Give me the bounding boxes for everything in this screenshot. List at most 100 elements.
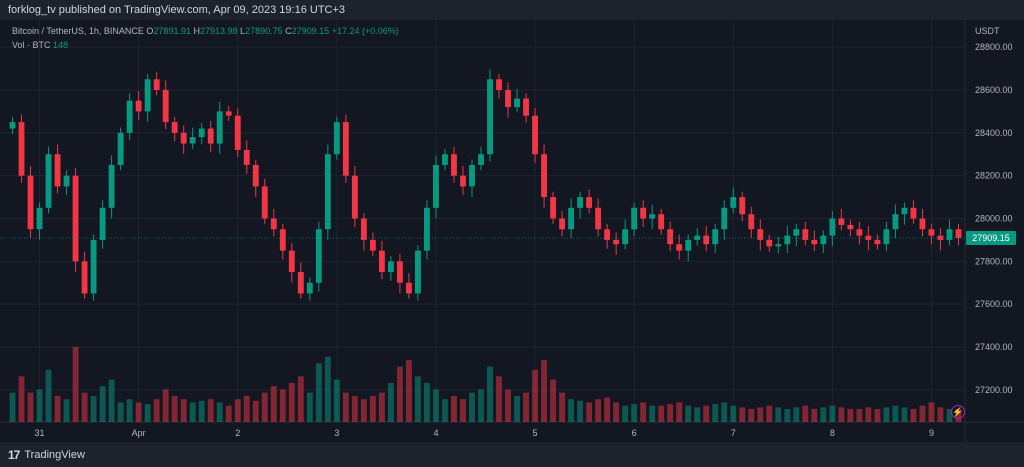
tradingview-logo-icon[interactable]: 17 [8, 447, 20, 462]
candle-body [405, 282, 412, 294]
candle-body [487, 79, 493, 155]
volume-bar [387, 382, 394, 422]
candle-body [225, 111, 232, 116]
legend-volume-value: 148 [53, 40, 69, 50]
volume-bar [189, 402, 196, 422]
volume-bar [18, 376, 25, 422]
legend-open-label: O [146, 26, 154, 36]
volume-bar [829, 405, 836, 422]
time-tick-label: 8 [830, 428, 835, 438]
candle-body [135, 100, 142, 112]
candle-body [117, 132, 124, 165]
candle-body [153, 79, 160, 90]
candle-body [469, 164, 475, 187]
volume-bar [937, 407, 944, 422]
volume-bar [559, 392, 566, 422]
time-tick-label: 31 [35, 428, 45, 438]
legend-close-label: C [285, 26, 292, 36]
candle-body [559, 218, 566, 230]
legend-change: +17.24 (+0.06%) [331, 26, 399, 36]
legend-symbol[interactable]: Bitcoin / TetherUS, 1h, BINANCE [12, 26, 144, 36]
volume-bar [252, 400, 259, 422]
candle-body [928, 229, 935, 236]
volume-bar [424, 382, 430, 422]
candle-body [946, 229, 953, 240]
time-tick-label: 7 [731, 428, 736, 438]
volume-bar [171, 395, 178, 422]
candle-body [514, 98, 520, 108]
volume-bar [36, 389, 43, 422]
tradingview-brand[interactable]: TradingView [24, 448, 85, 461]
price-tick-label: 27600.00 [975, 299, 1013, 309]
volume-bar [649, 405, 656, 422]
candle-body [261, 186, 268, 219]
candle-body [18, 122, 25, 176]
volume-bar [766, 405, 773, 422]
candle-body [856, 229, 863, 236]
last-price-badge: 27909.15 [966, 230, 1016, 245]
volume-bar [892, 405, 899, 422]
volume-bar [351, 395, 358, 422]
volume-bar [243, 395, 250, 422]
candle-body [433, 164, 439, 208]
candle-body [460, 175, 466, 187]
candle-body [829, 218, 836, 236]
volume-bar [306, 392, 313, 422]
price-tick-label: 27200.00 [975, 385, 1013, 395]
volume-bar [847, 408, 854, 422]
volume-bar [478, 389, 484, 422]
candle-body [739, 197, 746, 215]
volume-bar [676, 402, 683, 422]
volume-bar [739, 407, 746, 422]
volume-bar [442, 399, 448, 422]
candle-body [297, 272, 304, 294]
price-tick-label: 27800.00 [975, 256, 1013, 266]
legend-volume-label[interactable]: Vol · BTC [12, 40, 51, 50]
legend-row-volume: Vol · BTC 148 [12, 40, 399, 51]
candle-body [541, 154, 547, 198]
legend-high-label: H [193, 26, 200, 36]
candle-body [874, 239, 881, 245]
volume-bar [315, 363, 322, 422]
candle-body [99, 207, 106, 240]
volume-bar [72, 347, 79, 422]
volume-bar [234, 399, 241, 422]
candle-body [901, 207, 908, 215]
volume-bar [802, 405, 809, 422]
candle-body [586, 197, 593, 208]
volume-bar [415, 376, 421, 422]
candle-body [883, 229, 890, 245]
volume-bar [793, 407, 800, 422]
volume-bar [811, 408, 818, 422]
price-tick-label: 28600.00 [975, 85, 1013, 95]
volume-bar [225, 405, 232, 422]
volume-bar [487, 366, 493, 422]
volume-bar [162, 389, 169, 422]
volume-bar [730, 405, 737, 422]
volume-bar [613, 402, 620, 422]
volume-bar [469, 392, 475, 422]
candle-body [892, 214, 899, 230]
candle-body [198, 128, 205, 138]
candle-body [919, 218, 926, 230]
volume-bar [784, 408, 791, 422]
candlestick-chart[interactable]: USDT 27200.00 27400.00 27600.00 27800.00 2800… [0, 20, 1024, 442]
lightning-icon[interactable]: ⚡ [951, 405, 965, 419]
time-tick-label: 3 [334, 428, 339, 438]
candle-body [865, 235, 872, 240]
volume-bar [451, 395, 457, 422]
volume-bar [820, 407, 827, 422]
candle-body [523, 98, 529, 116]
candle-body [45, 154, 52, 208]
volume-bar [288, 382, 295, 422]
candle-body [72, 175, 79, 262]
chart-frame[interactable]: USDT 27200.00 27400.00 27600.00 27800.00 2800… [0, 20, 1024, 442]
volume-bar [207, 399, 214, 422]
volume-bar [460, 399, 466, 422]
volume-bar [532, 369, 538, 422]
candle-body [766, 239, 773, 247]
legend-low-label: L [240, 26, 246, 36]
volume-bar [45, 369, 52, 422]
volume-bar [27, 392, 34, 422]
volume-bar [667, 404, 674, 422]
